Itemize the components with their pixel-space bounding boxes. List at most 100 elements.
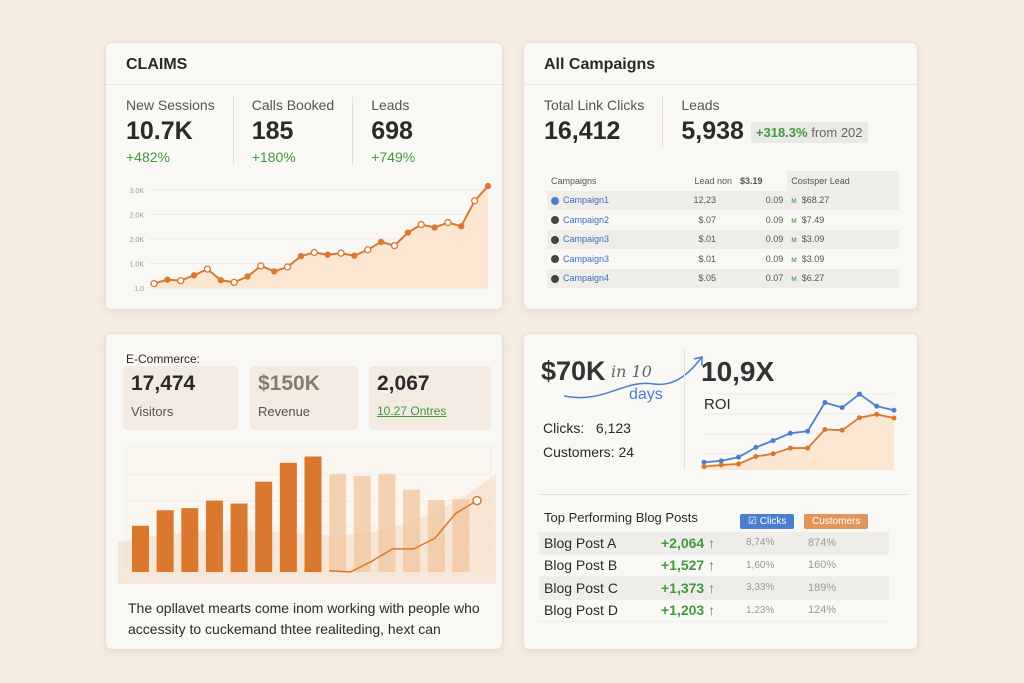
campaign-name[interactable]: Campaign4: [547, 268, 658, 288]
data-point: [364, 246, 372, 254]
data-point: [470, 197, 479, 205]
cost-cell: м $68.27: [787, 190, 899, 210]
stat-label: Leads: [681, 97, 720, 113]
stat-leads: Leads 698 +749%: [371, 97, 433, 165]
data-point: [230, 278, 238, 287]
arrow-up-icon: ↑: [708, 557, 716, 574]
campaign-name[interactable]: Campaign2: [547, 210, 658, 230]
stat-change: +749%: [371, 149, 416, 165]
data-point: [874, 411, 880, 417]
stat-value: 10.7K: [126, 117, 193, 145]
post-value: +1,373 ↑: [661, 579, 716, 596]
data-point: [718, 458, 724, 464]
post-value: +1,527 ↑: [661, 557, 716, 574]
revenue-box: $150K Revenue: [250, 366, 358, 430]
data-point: [164, 276, 171, 283]
y-tick-label: 2.0K: [130, 213, 145, 220]
arrow-up-icon: ↑: [708, 534, 716, 551]
bar: [329, 474, 347, 572]
data-point: [190, 272, 198, 279]
post-pct2: 189%: [808, 581, 837, 594]
campaign-name[interactable]: Campaign1: [547, 190, 658, 210]
data-point: [805, 445, 811, 451]
data-point: [856, 415, 862, 421]
campaigns-table: Campaigns Lead non $3.19 Costsper Lead Camp…: [547, 171, 899, 288]
blog-title: Top Performing Blog Posts: [544, 510, 698, 525]
data-point: [839, 427, 845, 433]
data-point: [891, 415, 897, 421]
data-point: [874, 403, 880, 409]
data-point: [390, 241, 399, 250]
stat-value: 698: [371, 117, 413, 145]
post-pct: 1,23%: [746, 604, 775, 616]
data-point: [458, 223, 465, 230]
description-text: The opllavet mearts come inom working wi…: [128, 600, 480, 637]
campaign-name[interactable]: Campaign3: [547, 229, 658, 249]
blog-post-row[interactable]: Blog Post C +1,373 ↑ 3,33% 189%: [539, 577, 889, 600]
arrow-up-icon: ↑: [708, 579, 716, 596]
legend-customers[interactable]: Customers: [804, 514, 869, 529]
blog-post-row[interactable]: Blog Post D +1,203 ↑ 1,23% 124%: [539, 600, 889, 622]
post-name[interactable]: Blog Post C: [544, 579, 618, 596]
bar: [304, 456, 322, 572]
data-point: [787, 430, 793, 436]
data-point: [257, 262, 265, 270]
blog-posts-list: Blog Post A +2,064 ↑ 8,74% 874% Blog Post B +…: [539, 532, 889, 622]
cost-cell: м $3.09: [791, 253, 825, 264]
cost-cell: м $6.27: [787, 268, 899, 288]
cell: $.07: [698, 214, 716, 225]
col-header: $3.19: [735, 171, 788, 191]
table-row[interactable]: Campaign3 $.01 0.09 м $3.09: [547, 229, 899, 249]
card-title: All Campaigns: [524, 43, 917, 85]
col-header: Costsper Lead: [787, 171, 899, 191]
table-row[interactable]: Campaign1 12,23 0.09 м $68.27: [547, 190, 899, 210]
data-point: [377, 238, 385, 246]
data-point: [444, 218, 452, 227]
visitors-box: 17,474 Visitors: [123, 366, 238, 430]
bar: [255, 481, 273, 572]
stat-calls-booked: Calls Booked 185 +180%: [252, 97, 354, 165]
stat-leads: Leads 5,938 +318.3% from 202: [681, 97, 885, 146]
campaigns-card: All Campaigns Total Link Clicks 16,412 Le…: [523, 42, 918, 310]
series-line-clicks: [703, 392, 895, 464]
post-pct2: 124%: [808, 604, 837, 617]
post-name[interactable]: Blog Post B: [544, 557, 618, 574]
data-point: [839, 405, 845, 411]
box-label: Visitors: [131, 404, 174, 419]
data-point: [736, 454, 742, 460]
data-point: [217, 277, 224, 284]
clicks-stat: Clicks: 6,123: [543, 420, 631, 436]
data-point: [431, 224, 438, 231]
post-name[interactable]: Blog Post D: [544, 602, 618, 619]
data-point: [244, 273, 251, 280]
blog-post-row[interactable]: Blog Post A +2,064 ↑ 8,74% 874%: [539, 532, 889, 555]
data-point: [805, 428, 811, 434]
stat-change: +482%: [126, 149, 170, 165]
ecommerce-bar-chart: [118, 445, 496, 584]
cell: 12,23: [657, 190, 736, 210]
legend-clicks[interactable]: ☑ Clicks: [740, 514, 795, 529]
data-point: [417, 220, 425, 229]
post-value: +2,064 ↑: [661, 534, 716, 551]
data-point: [351, 252, 358, 259]
cell: $.01: [698, 253, 716, 264]
orders-link[interactable]: 10.27 Ontres: [377, 404, 447, 418]
series-line-customers: [703, 413, 895, 468]
orders-box: 2,067 10.27 Ontres: [369, 366, 491, 430]
data-point: [718, 462, 724, 468]
data-point: [484, 182, 492, 190]
stat-value: 16,412: [544, 117, 621, 145]
cell: $.01: [657, 229, 736, 249]
post-name[interactable]: Blog Post A: [544, 534, 617, 551]
data-point: [177, 276, 185, 285]
campaign-icon: [551, 235, 559, 244]
table-row[interactable]: Campaign3 $.01 0.09 м $3.09: [547, 249, 899, 269]
table-row[interactable]: Campaign2 $.07 0.09 м $7.49: [547, 210, 899, 230]
cell: 0.09: [735, 190, 788, 210]
data-point: [822, 427, 828, 432]
roi-card: $70K in 10 days Clicks: 6,123 Customers:…: [523, 333, 918, 650]
blog-post-row[interactable]: Blog Post B +1,527 ↑ 1,60% 160%: [539, 555, 889, 577]
table-row[interactable]: Campaign4 $.05 0.07 м $6.27: [547, 268, 899, 288]
campaign-name[interactable]: Campaign3: [547, 249, 658, 269]
cell: 0.09: [765, 253, 784, 264]
